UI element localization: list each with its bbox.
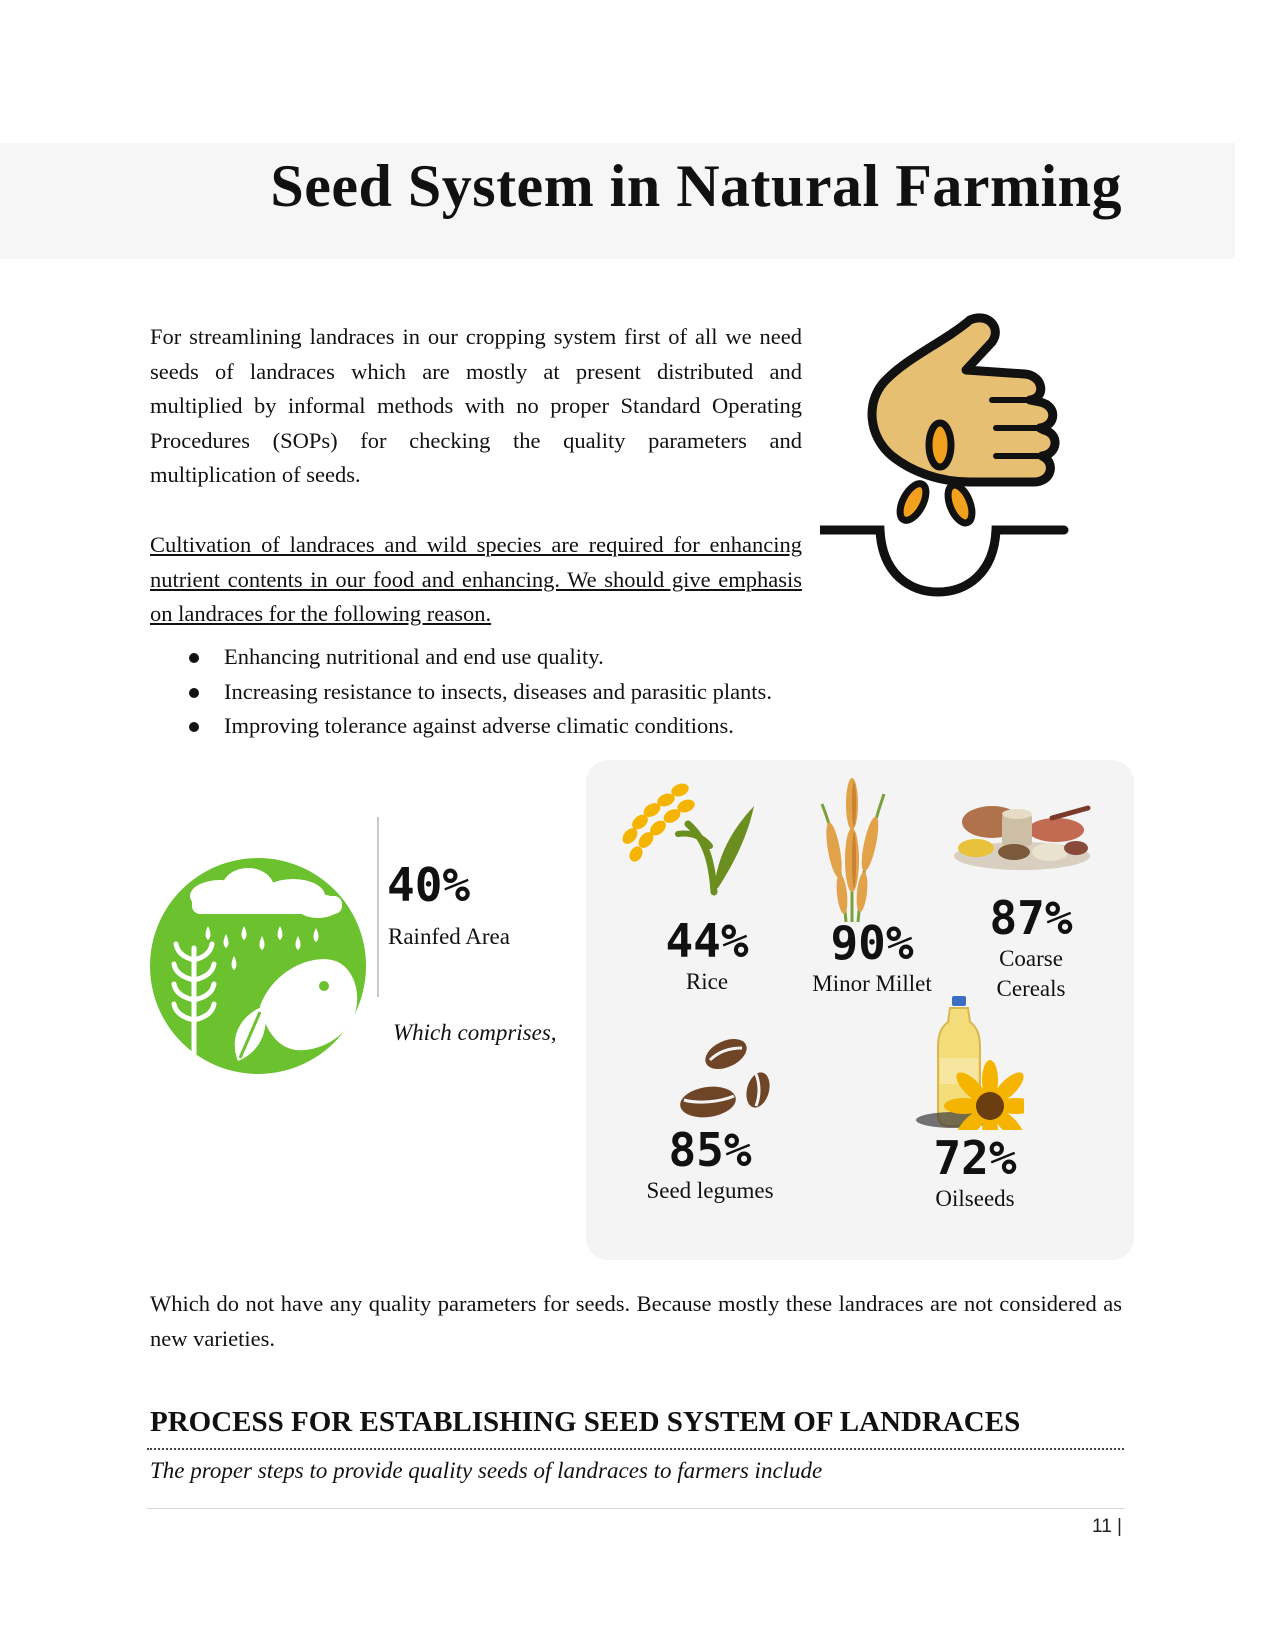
rainfed-percent: 40%	[387, 858, 471, 912]
crop-label: Seed legumes	[646, 1178, 774, 1203]
crop-stat-oilseeds: 72% Oilseeds	[910, 1132, 1040, 1214]
list-item: Increasing resistance to insects, diseas…	[186, 675, 772, 710]
section-subheading: The proper steps to provide quality seed…	[150, 1458, 823, 1483]
crop-stat-coarse-cereals: 87% Coarse Cereals	[970, 892, 1092, 1004]
reason-list: Enhancing nutritional and end use qualit…	[186, 640, 772, 744]
comprises-caption: Which comprises,	[393, 1020, 557, 1045]
crop-label: Minor Millet	[812, 971, 932, 996]
crop-label: Oilseeds	[935, 1186, 1015, 1211]
page-title: Seed System in Natural Farming	[270, 153, 1122, 219]
list-item: Enhancing nutritional and end use qualit…	[186, 640, 772, 675]
crop-stat-rice: 44% Rice	[646, 915, 768, 997]
bullet-icon	[189, 653, 199, 663]
list-item-text: Enhancing nutritional and end use qualit…	[224, 644, 604, 669]
hand-sowing-seeds-icon	[820, 313, 1069, 597]
section-heading: PROCESS FOR ESTABLISHING SEED SYSTEM OF …	[150, 1406, 1021, 1438]
page-number: 11 |	[1092, 1516, 1122, 1537]
cereals-icon	[954, 805, 1091, 870]
bullet-icon	[189, 687, 199, 698]
crop-percent: 44%	[665, 914, 749, 968]
dotted-divider	[147, 1448, 1124, 1450]
crop-percent: 85%	[668, 1123, 752, 1177]
millet-icon	[820, 778, 886, 923]
crop-label: Rice	[685, 969, 729, 994]
legume-seeds-icon	[680, 1038, 770, 1118]
bullet-icon	[189, 722, 199, 732]
rainfed-area-icon	[150, 858, 366, 1074]
list-item: Improving tolerance against adverse clim…	[186, 709, 772, 744]
rainfed-label: Rainfed Area	[388, 924, 510, 949]
intro-paragraph: For streamlining landraces in our croppi…	[150, 324, 802, 487]
crop-label-line2: Cereals	[996, 976, 1066, 1001]
emphasis-paragraph: Cultivation of landraces and wild specie…	[150, 532, 802, 626]
crop-percent: 90%	[830, 916, 914, 970]
list-item-text: Improving tolerance against adverse clim…	[224, 713, 734, 738]
oilseeds-icon	[916, 996, 1024, 1130]
rice-icon	[622, 783, 754, 896]
title-band	[0, 143, 1235, 259]
crop-stat-seed-legumes: 85% Seed legumes	[630, 1124, 790, 1206]
divider	[377, 817, 379, 997]
crop-percent: 72%	[933, 1131, 1017, 1185]
crop-stat-minor-millet: 90% Minor Millet	[792, 917, 952, 999]
closing-paragraph: Which do not have any quality parameters…	[150, 1291, 1122, 1351]
crop-percent: 87%	[989, 891, 1073, 945]
list-item-text: Increasing resistance to insects, diseas…	[224, 678, 772, 704]
footer-divider	[147, 1508, 1124, 1509]
crop-label-line1: Coarse	[999, 946, 1063, 971]
